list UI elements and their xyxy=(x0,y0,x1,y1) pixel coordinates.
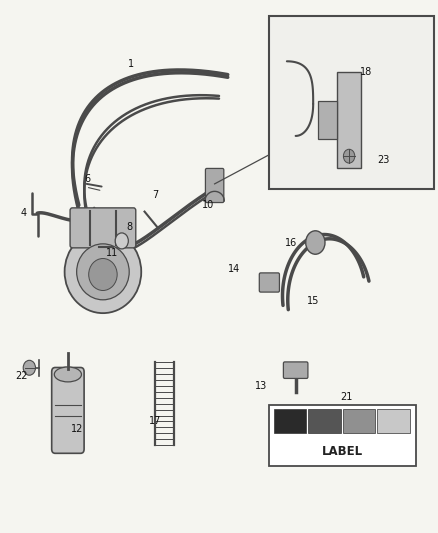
Text: 17: 17 xyxy=(149,416,162,426)
FancyBboxPatch shape xyxy=(259,273,279,292)
FancyBboxPatch shape xyxy=(343,409,375,433)
Text: 18: 18 xyxy=(360,67,372,77)
FancyBboxPatch shape xyxy=(337,72,361,168)
Text: 16: 16 xyxy=(285,238,297,247)
Circle shape xyxy=(306,231,325,254)
FancyBboxPatch shape xyxy=(274,409,307,433)
Text: LABEL: LABEL xyxy=(322,445,363,457)
FancyBboxPatch shape xyxy=(377,409,410,433)
Text: 21: 21 xyxy=(340,392,352,402)
FancyBboxPatch shape xyxy=(70,208,136,248)
FancyBboxPatch shape xyxy=(269,16,434,189)
Circle shape xyxy=(115,233,128,249)
Text: 15: 15 xyxy=(307,296,319,306)
Text: 22: 22 xyxy=(16,371,28,381)
FancyBboxPatch shape xyxy=(205,168,224,203)
Circle shape xyxy=(343,149,355,163)
Ellipse shape xyxy=(54,367,81,382)
Text: 12: 12 xyxy=(71,424,83,434)
Text: 4: 4 xyxy=(21,208,27,218)
Text: 13: 13 xyxy=(254,382,267,391)
Text: 14: 14 xyxy=(228,264,240,274)
Text: 23: 23 xyxy=(377,155,389,165)
Ellipse shape xyxy=(88,259,117,290)
Text: 11: 11 xyxy=(106,248,118,258)
Ellipse shape xyxy=(77,244,129,300)
Text: 8: 8 xyxy=(126,222,132,231)
FancyBboxPatch shape xyxy=(308,409,341,433)
FancyBboxPatch shape xyxy=(318,101,337,139)
FancyBboxPatch shape xyxy=(52,368,84,453)
Circle shape xyxy=(23,360,35,375)
Ellipse shape xyxy=(64,230,141,313)
Text: 6: 6 xyxy=(85,174,91,183)
Text: 1: 1 xyxy=(128,59,134,69)
FancyBboxPatch shape xyxy=(269,405,416,466)
Text: 10: 10 xyxy=(202,200,214,210)
FancyBboxPatch shape xyxy=(283,362,308,378)
Text: 7: 7 xyxy=(152,190,159,199)
